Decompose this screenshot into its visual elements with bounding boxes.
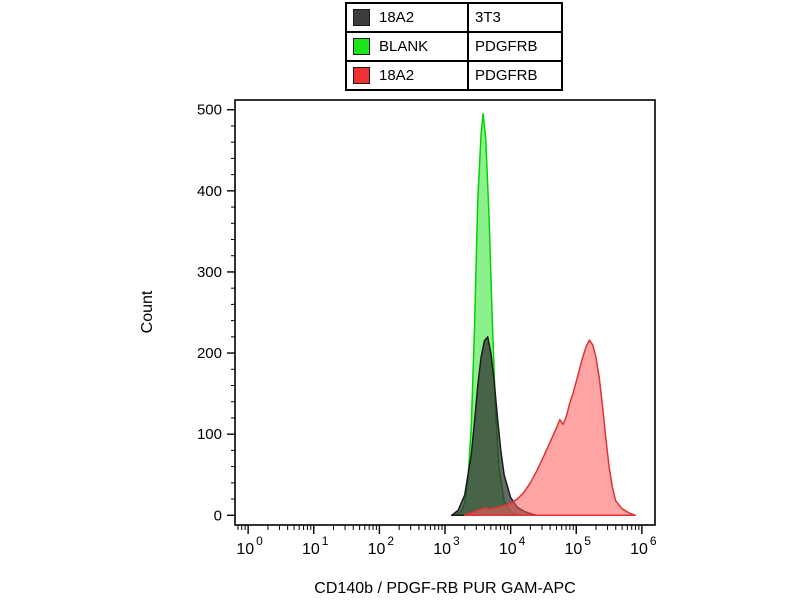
legend-value: PDGFRB — [467, 60, 563, 91]
legend-table: 18A2 3T3 BLANK PDGFRB 18A2 PDGFRB — [345, 2, 563, 91]
series-area-2 — [463, 339, 637, 517]
legend-row: 18A2 3T3 — [345, 2, 563, 33]
x-tick-exponent: 0 — [256, 534, 263, 548]
legend-swatch-green — [353, 38, 370, 55]
x-tick-exponent: 2 — [387, 534, 394, 548]
x-tick-exponent: 5 — [584, 534, 591, 548]
legend-row: 18A2 PDGFRB — [345, 60, 563, 91]
x-tick-label: 10 — [368, 541, 386, 558]
legend-row: BLANK PDGFRB — [345, 31, 563, 62]
y-axis: 0 100 200 300 400 500 — [197, 102, 235, 524]
x-tick-label: 10 — [499, 541, 517, 558]
legend-swatch-dark — [353, 9, 370, 26]
legend-label: 18A2 — [379, 67, 415, 84]
x-tick-label: 10 — [564, 541, 582, 558]
y-axis-title: Count — [139, 290, 156, 334]
legend-value: 3T3 — [467, 2, 563, 33]
x-tick-exponent: 4 — [519, 534, 526, 548]
y-tick-label: 500 — [197, 102, 222, 119]
x-tick-exponent: 1 — [322, 534, 329, 548]
x-axis: 10 0 10 1 10 2 10 3 10 4 10 5 10 6 — [236, 525, 657, 558]
y-tick-label: 0 — [214, 507, 222, 524]
legend-swatch-red — [353, 67, 370, 84]
y-tick-label: 100 — [197, 426, 222, 443]
series-group — [450, 113, 637, 517]
y-tick-label: 400 — [197, 183, 222, 200]
x-tick-label: 10 — [302, 541, 320, 558]
x-tick-label: 10 — [433, 541, 451, 558]
y-tick-label: 300 — [197, 264, 222, 281]
x-tick-label: 10 — [236, 541, 254, 558]
legend-label: 18A2 — [379, 9, 415, 26]
x-tick-exponent: 6 — [650, 534, 657, 548]
legend-label: BLANK — [379, 38, 429, 55]
x-tick-exponent: 3 — [453, 534, 460, 548]
x-axis-title: CD140b / PDGF-RB PUR GAM-APC — [314, 580, 576, 597]
legend-value: PDGFRB — [467, 31, 563, 62]
x-tick-label: 10 — [630, 541, 648, 558]
y-tick-label: 200 — [197, 345, 222, 362]
